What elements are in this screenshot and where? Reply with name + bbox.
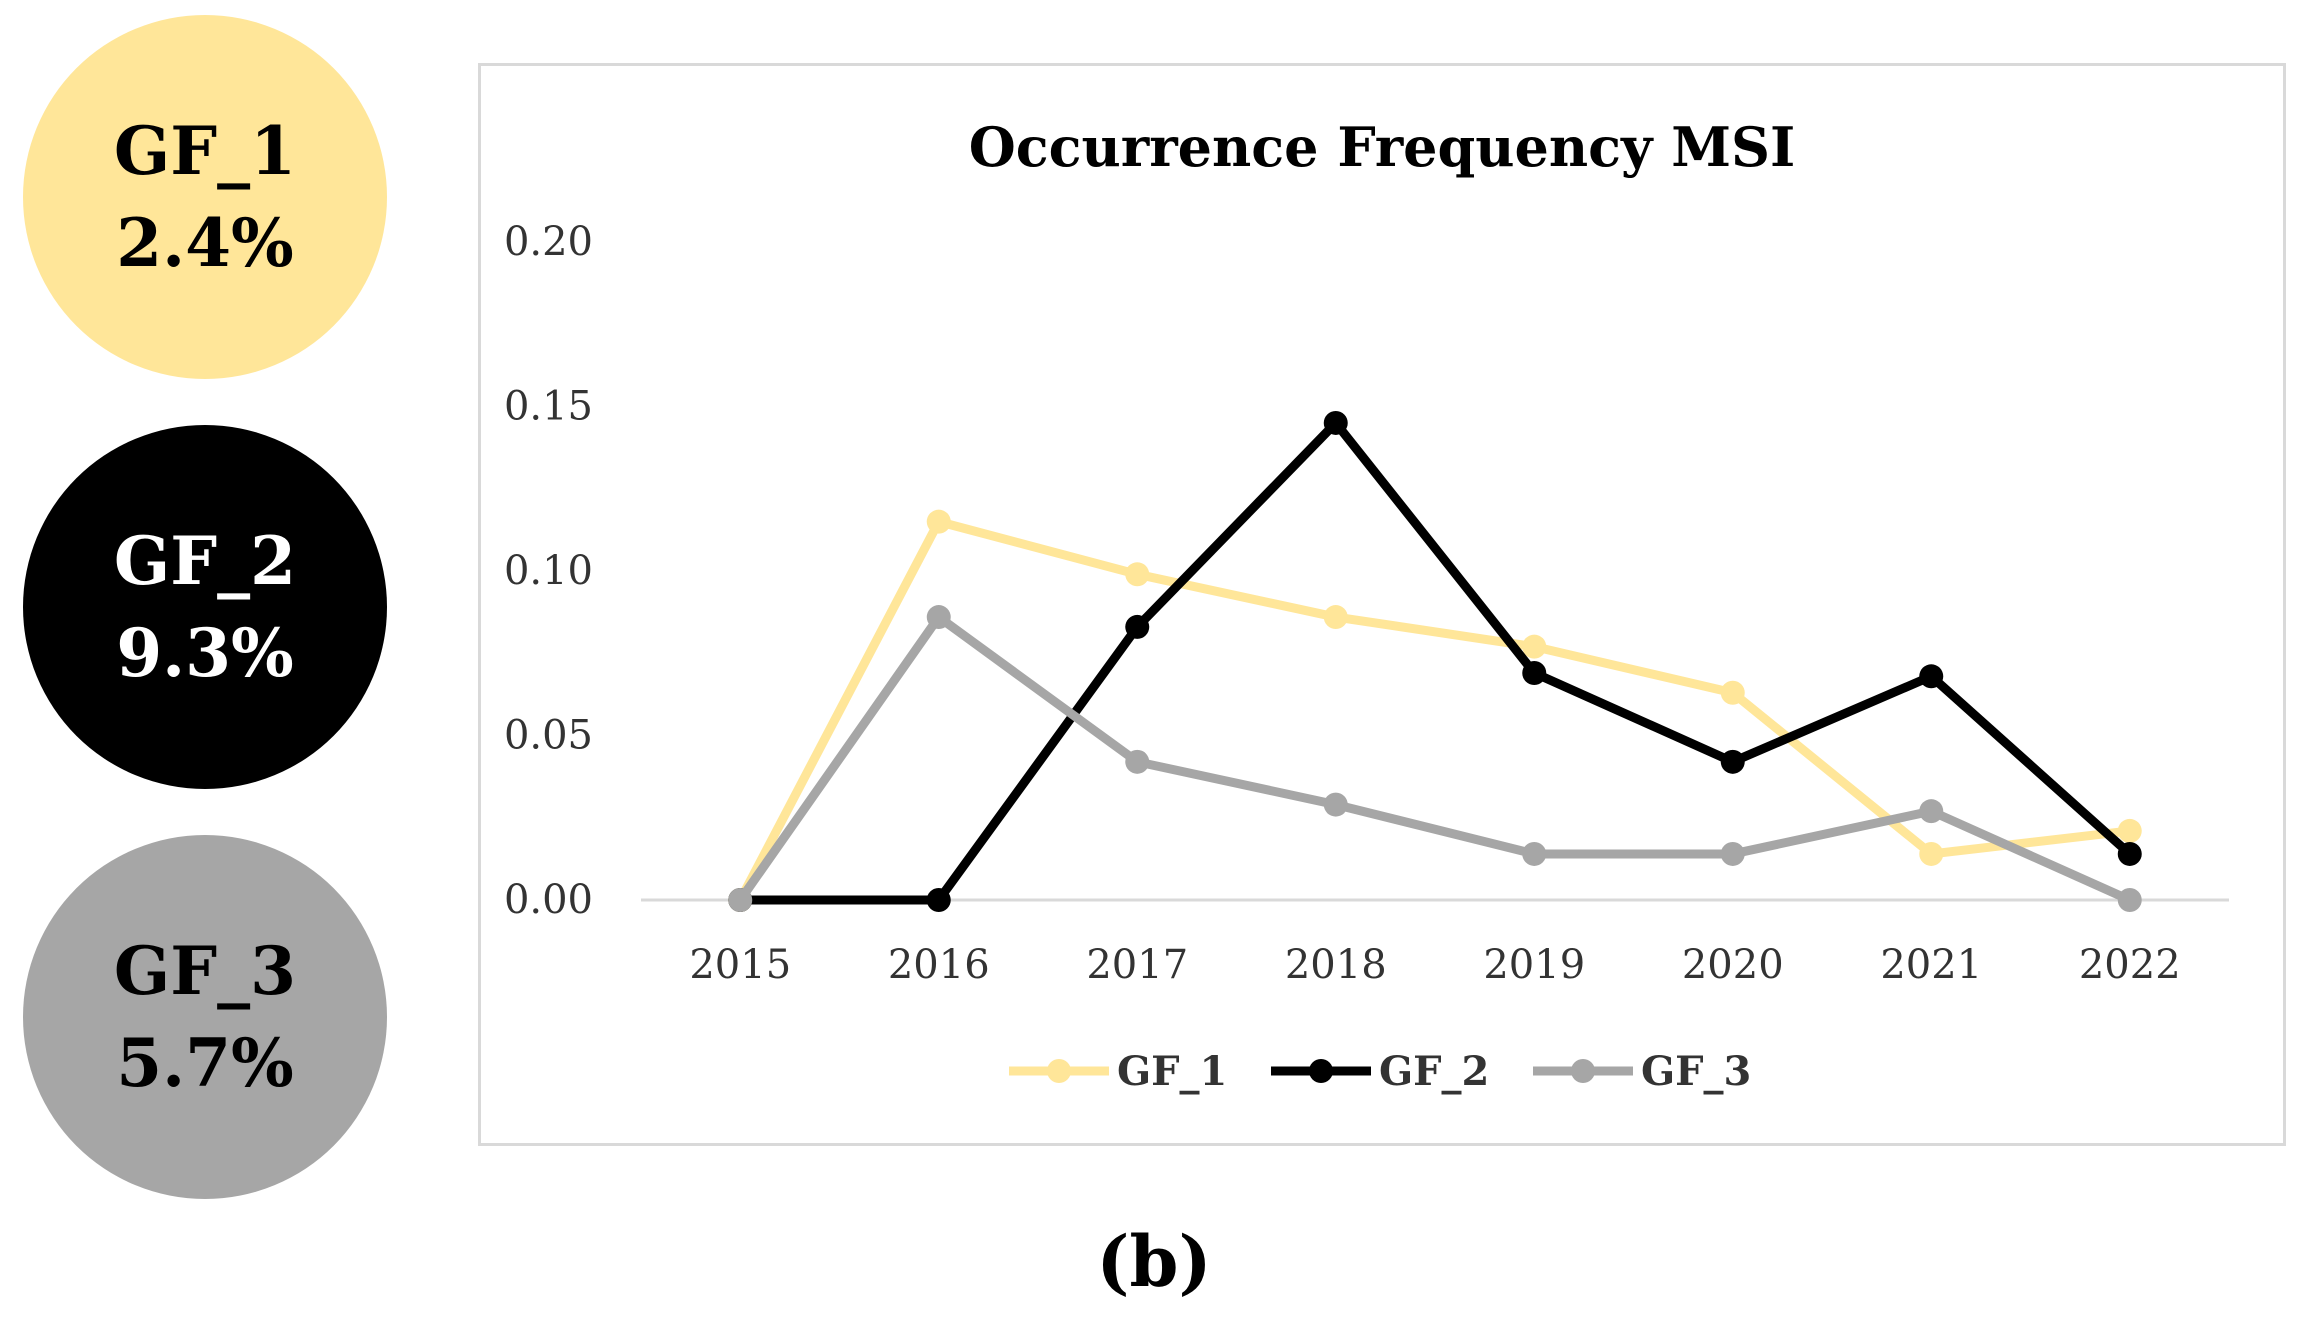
data-point-gf-3 (1720, 841, 1745, 866)
data-point-gf-1 (2117, 818, 2142, 843)
badge-gf-1-value: 2.4% (116, 204, 294, 282)
data-point-gf-1 (1323, 605, 1348, 630)
data-point-gf-3 (2117, 888, 2142, 912)
data-point-gf-1 (1522, 634, 1547, 659)
series-line-gf-1 (735, 517, 2135, 905)
series-line-gf-3 (735, 612, 2135, 905)
data-point-gf-2 (1919, 664, 1944, 689)
x-tick-label: 2022 (2079, 942, 2181, 988)
data-point-gf-1 (1919, 841, 1944, 866)
data-point-gf-2 (1323, 410, 1348, 435)
data-point-gf-2 (1720, 749, 1745, 774)
badge-gf-3: GF_3 5.7% (23, 835, 387, 1199)
badge-gf-2-name: GF_2 (113, 521, 297, 600)
legend-marker-gf-2 (1309, 1059, 1333, 1083)
x-tick-label: 2020 (1682, 942, 1784, 988)
x-tick-label: 2015 (689, 942, 791, 988)
legend-marker-gf-1 (1047, 1059, 1071, 1083)
badge-gf-1: GF_1 2.4% (23, 15, 387, 379)
y-tick-label: 0.20 (504, 219, 593, 265)
badge-gf-2-value: 9.3% (116, 614, 294, 692)
series-line-gf-2 (735, 418, 2135, 905)
data-point-gf-1 (1125, 562, 1150, 587)
y-tick-label: 0.15 (504, 384, 593, 430)
data-point-gf-2 (1125, 614, 1150, 639)
data-point-gf-3 (1522, 841, 1547, 866)
badge-gf-3-name: GF_3 (113, 931, 297, 1010)
data-point-gf-3 (1919, 799, 1944, 824)
badge-gf-1-name: GF_1 (113, 111, 297, 190)
legend-label-gf-2: GF_2 (1379, 1048, 1489, 1095)
x-tick-label: 2016 (888, 942, 990, 988)
data-point-gf-3 (728, 888, 753, 912)
data-point-gf-2 (926, 888, 951, 912)
x-tick-label: 2019 (1483, 942, 1585, 988)
x-tick-label: 2018 (1285, 942, 1387, 988)
chart-title: Occurrence Frequency MSI (969, 115, 1796, 179)
y-tick-label: 0.10 (504, 548, 593, 594)
data-point-gf-3 (1125, 749, 1150, 774)
data-point-gf-1 (1720, 680, 1745, 705)
y-tick-label: 0.00 (504, 877, 593, 923)
data-point-gf-2 (2117, 841, 2142, 866)
legend-marker-gf-3 (1571, 1059, 1595, 1083)
panel-label: (b) (1096, 1220, 1212, 1303)
data-point-gf-3 (926, 605, 951, 630)
chart-frame: Occurrence Frequency MSI 0.00 0.05 0.10 0.15… (478, 63, 2286, 1146)
x-tick-label: 2017 (1086, 942, 1188, 988)
badge-gf-3-value: 5.7% (116, 1024, 294, 1102)
data-point-gf-1 (926, 509, 951, 534)
legend-label-gf-3: GF_3 (1641, 1048, 1751, 1095)
data-point-gf-3 (1323, 792, 1348, 817)
x-tick-label: 2021 (1880, 942, 1982, 988)
y-tick-label: 0.05 (504, 713, 593, 759)
line-chart: Occurrence Frequency MSI 0.00 0.05 0.10 0.15… (504, 115, 2229, 1095)
legend-label-gf-1: GF_1 (1117, 1048, 1227, 1095)
badge-gf-2: GF_2 9.3% (23, 425, 387, 789)
data-point-gf-2 (1522, 660, 1547, 685)
